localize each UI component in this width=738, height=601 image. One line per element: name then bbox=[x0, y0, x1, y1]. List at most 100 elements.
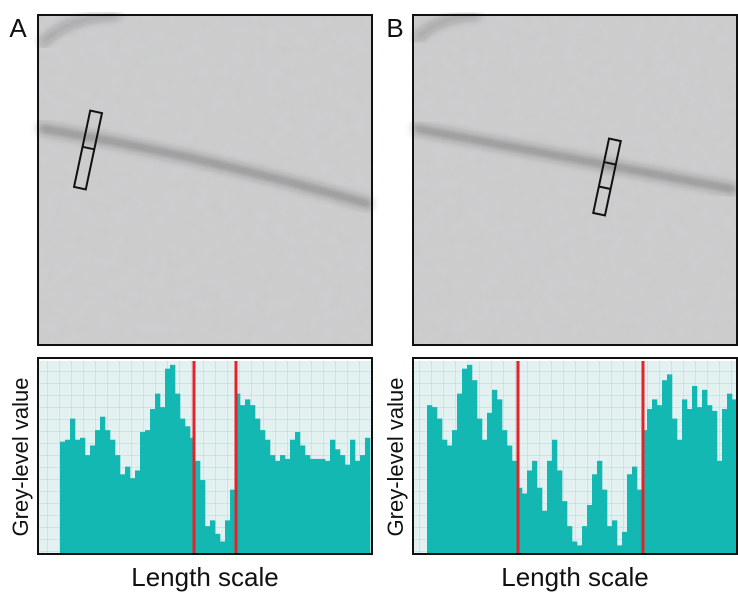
bar bbox=[185, 426, 191, 553]
bar bbox=[567, 526, 573, 553]
bar bbox=[637, 489, 643, 553]
bar bbox=[612, 520, 618, 553]
bar bbox=[662, 380, 668, 553]
bar bbox=[100, 416, 106, 553]
bar bbox=[285, 458, 291, 553]
bar bbox=[492, 389, 498, 553]
bar bbox=[692, 385, 698, 553]
bar bbox=[432, 407, 438, 553]
bar bbox=[140, 432, 146, 553]
bar bbox=[290, 439, 296, 553]
bar bbox=[205, 526, 211, 553]
bar bbox=[707, 405, 713, 553]
bar bbox=[652, 399, 658, 553]
bar bbox=[702, 389, 708, 553]
bar bbox=[482, 439, 488, 553]
bar bbox=[697, 407, 703, 553]
bar bbox=[542, 510, 548, 553]
bar bbox=[175, 393, 181, 553]
bar bbox=[557, 470, 563, 553]
bar bbox=[582, 526, 588, 553]
bar bbox=[350, 439, 356, 553]
bar bbox=[330, 439, 336, 553]
micrograph bbox=[37, 11, 374, 346]
bar bbox=[462, 368, 468, 553]
bar bbox=[280, 455, 286, 553]
bar bbox=[80, 437, 86, 553]
y-axis-label: Grey-level value bbox=[383, 378, 408, 537]
bar bbox=[667, 374, 673, 553]
bar bbox=[647, 409, 653, 553]
bar bbox=[642, 430, 648, 553]
bar bbox=[160, 407, 166, 553]
bar bbox=[617, 545, 623, 553]
bar bbox=[315, 458, 321, 553]
bar bbox=[682, 399, 688, 553]
plot-frame bbox=[37, 357, 373, 555]
bar bbox=[477, 418, 483, 553]
bar bbox=[360, 455, 366, 553]
bar bbox=[547, 460, 553, 553]
bar bbox=[532, 460, 538, 553]
bar bbox=[110, 439, 116, 553]
bar bbox=[235, 393, 241, 553]
bar bbox=[427, 405, 433, 553]
bar bbox=[732, 399, 738, 553]
bar bbox=[60, 441, 66, 553]
bar bbox=[145, 430, 151, 553]
bar bbox=[632, 466, 638, 553]
bar bbox=[340, 455, 346, 553]
bar bbox=[245, 399, 251, 553]
panel-label: B bbox=[386, 13, 403, 43]
x-axis-label: Length scale bbox=[501, 562, 648, 592]
bar bbox=[255, 418, 261, 553]
micrograph bbox=[412, 11, 738, 346]
bar bbox=[115, 455, 121, 553]
bar bbox=[512, 460, 518, 553]
bar bbox=[200, 480, 206, 553]
bar bbox=[170, 364, 176, 553]
bar bbox=[90, 445, 96, 553]
panel-label: A bbox=[9, 13, 27, 43]
bar bbox=[355, 460, 361, 553]
bar bbox=[225, 520, 231, 553]
bar bbox=[687, 409, 693, 553]
bar bbox=[502, 430, 508, 553]
bar bbox=[572, 541, 578, 553]
bar bbox=[120, 474, 126, 553]
bar bbox=[270, 455, 276, 553]
bar bbox=[717, 460, 723, 553]
bar bbox=[220, 541, 226, 553]
bar bbox=[165, 368, 171, 553]
bar bbox=[467, 364, 473, 553]
y-axis-label: Grey-level value bbox=[8, 378, 33, 537]
bar bbox=[265, 439, 271, 553]
bar bbox=[472, 380, 478, 553]
bar bbox=[497, 399, 503, 553]
bar bbox=[437, 418, 443, 553]
bar bbox=[552, 439, 558, 553]
bar bbox=[657, 405, 663, 553]
bar bbox=[125, 466, 131, 553]
bar bbox=[517, 487, 523, 553]
bar bbox=[150, 409, 156, 553]
bar bbox=[452, 430, 458, 553]
x-axis-label: Length scale bbox=[131, 562, 278, 592]
bar bbox=[85, 455, 91, 553]
bar bbox=[325, 460, 331, 553]
bar bbox=[622, 531, 628, 553]
bar bbox=[607, 526, 613, 553]
bar bbox=[672, 418, 678, 553]
bar bbox=[70, 418, 76, 553]
bar bbox=[507, 445, 513, 553]
bar bbox=[722, 409, 728, 553]
bar bbox=[65, 439, 71, 553]
bar bbox=[487, 412, 493, 553]
bar bbox=[597, 460, 603, 553]
bar bbox=[602, 489, 608, 553]
bar bbox=[365, 437, 371, 553]
bar bbox=[562, 501, 568, 553]
bar bbox=[310, 458, 316, 553]
bar bbox=[180, 418, 186, 553]
